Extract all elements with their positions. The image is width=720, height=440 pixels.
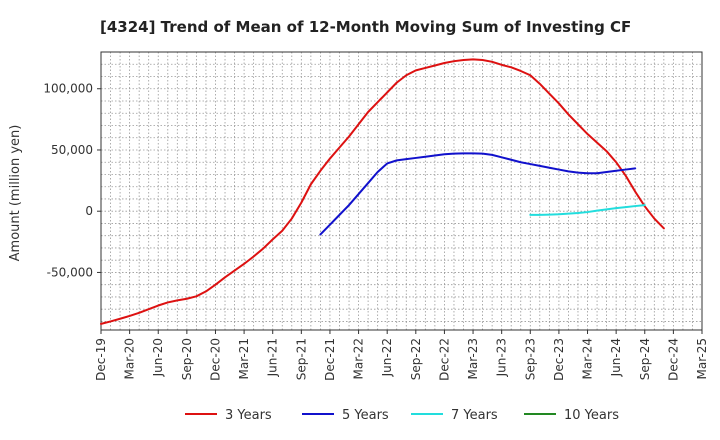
- x-tick-label: Dec-20: [208, 338, 222, 381]
- plot-frame: [100, 51, 703, 331]
- series-line-5-years: [319, 152, 637, 236]
- plot-area: 100,000 50,000 0 -50,000 Dec-19 Mar-20 Jun-20 S…: [43, 51, 709, 381]
- y-axis-label: Amount (million yen): [8, 125, 23, 262]
- legend-label-10-years: 10 Years: [564, 408, 619, 423]
- x-tick-label: Dec-24: [666, 338, 680, 381]
- chart-title: [4324] Trend of Mean of 12-Month Moving …: [100, 18, 631, 36]
- x-tick-label: Mar-23: [466, 338, 480, 379]
- x-tick-label: Mar-20: [123, 338, 137, 379]
- y-tick-label: 100,000: [43, 82, 93, 96]
- y-tick-label: 50,000: [51, 143, 93, 157]
- x-tick-label: Sep-24: [638, 338, 652, 380]
- x-tick-label: Sep-23: [523, 338, 537, 380]
- x-tick-label: Mar-24: [581, 338, 595, 379]
- x-tick-label: Mar-22: [352, 338, 366, 379]
- x-tick-label: Jun-24: [609, 338, 623, 377]
- x-tick-label: Jun-21: [266, 338, 280, 377]
- legend-label-5-years: 5 Years: [342, 408, 389, 423]
- legend: 3 Years 5 Years 7 Years 10 Years: [185, 408, 619, 423]
- y-tick-label: 0: [85, 204, 93, 218]
- x-tick-label: Jun-23: [495, 338, 509, 377]
- x-tick-label: Jun-20: [151, 338, 165, 377]
- legend-label-7-years: 7 Years: [451, 408, 498, 423]
- x-tick-label: Mar-21: [237, 338, 251, 379]
- x-tick-label: Dec-19: [94, 338, 108, 381]
- x-tick-label: Dec-22: [437, 338, 451, 381]
- x-tick-label: Mar-25: [695, 338, 709, 379]
- x-tick-label: Sep-20: [180, 338, 194, 380]
- x-tick-label: Sep-21: [294, 338, 308, 380]
- x-tick-label: Jun-22: [380, 338, 394, 377]
- x-tick-label: Dec-23: [552, 338, 566, 381]
- series-line-7-years: [529, 204, 646, 216]
- y-tick-label: -50,000: [47, 265, 93, 279]
- legend-label-3-years: 3 Years: [225, 408, 272, 423]
- x-tick-label: Sep-22: [409, 338, 423, 380]
- x-tick-label: Dec-21: [323, 338, 337, 381]
- series-line-3-years: [100, 58, 665, 325]
